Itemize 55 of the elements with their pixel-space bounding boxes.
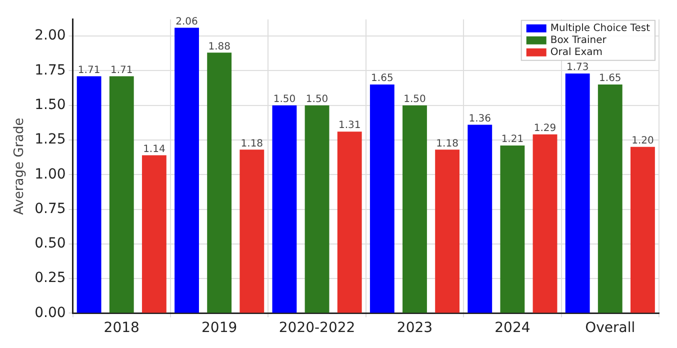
text: 0.50 [34,236,66,252]
data-label: 1.88 [208,41,230,52]
data-label: 1.50 [306,94,328,105]
bar [500,146,525,313]
data-label: 1.18 [436,138,458,150]
bar [370,84,394,313]
x-tick-label: 2019 [202,320,238,336]
y-axis-title: Average Grade [12,118,28,215]
bar [532,134,558,313]
bar [109,76,134,313]
text: 0.25 [34,270,66,286]
text: 2.00 [34,28,66,44]
x-tick-label: Overall [585,320,636,336]
data-label: 1.36 [468,113,492,124]
bar [240,150,264,313]
data-label: 1.20 [632,135,654,146]
bar [337,132,362,313]
legend-label: Multiple Choice Test [550,22,650,34]
bar [142,155,166,313]
bar [174,28,199,313]
bar [630,146,655,313]
bar [468,124,492,313]
data-label: 1.29 [534,123,556,134]
data-label: 1.50 [404,94,426,105]
data-label: 1.14 [143,144,166,155]
bar [402,105,427,313]
text: 1.75 [34,62,66,78]
data-label: 1.65 [371,73,394,84]
data-label: 1.73 [566,62,589,74]
bar [565,73,590,313]
x-tick-label: 2018 [104,320,140,336]
bar [76,76,102,313]
bar [435,150,460,313]
data-label: 1.18 [240,138,264,150]
text: 0.00 [34,304,66,321]
text: 1.50 [34,96,66,113]
data-label: 1.21 [501,134,524,146]
text: 1.25 [34,132,66,148]
bar [598,84,622,313]
x-tick-label: 2020-2022 [278,320,356,336]
x-tick-label: 2023 [396,320,433,336]
text: 1.00 [34,166,66,182]
data-label: 1.31 [338,120,361,132]
data-label: 2.06 [176,16,198,28]
data-label: 1.71 [110,64,133,76]
legend-label: Oral Exam [550,46,603,58]
x-tick-label: 2024 [494,320,530,336]
data-label: 1.65 [599,73,622,84]
bar [272,105,297,313]
bar [207,52,232,313]
text: 0.75 [34,200,66,217]
bar [304,105,330,313]
data-label: 1.50 [273,94,296,105]
legend-label: Box Trainer [550,34,608,46]
data-label: 1.71 [78,64,100,76]
